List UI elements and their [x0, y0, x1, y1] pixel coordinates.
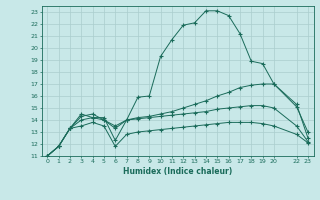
X-axis label: Humidex (Indice chaleur): Humidex (Indice chaleur): [123, 167, 232, 176]
